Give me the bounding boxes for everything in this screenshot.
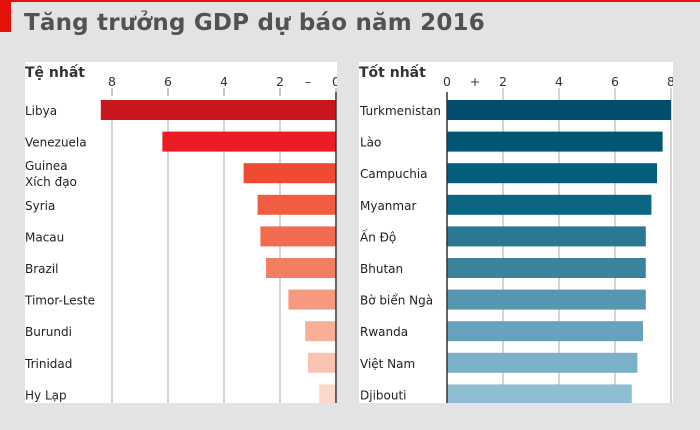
category-label: Bờ biển Ngà (360, 294, 433, 308)
bar-burundi (305, 321, 336, 342)
bar-lào (447, 131, 663, 152)
bar-campuchia (447, 163, 657, 184)
tick-label: 0 (332, 74, 337, 89)
bar-trinidad (308, 352, 336, 373)
bar-syria (257, 194, 336, 215)
category-label: Xích đạo (25, 175, 77, 189)
best-chart: Tốt nhất 0 2 4 6 8 + Turkmenistan Lào Campuchia My… (359, 64, 673, 403)
category-label: Trinidad (25, 357, 72, 371)
category-label: Campuchia (360, 167, 428, 181)
red-accent-tab (0, 0, 11, 32)
bar-bhutan (447, 258, 646, 278)
bar-venezuela (162, 131, 336, 152)
category-label: Timor-Leste (25, 294, 95, 308)
category-label: Syria (25, 199, 55, 213)
bar-hy lạp (319, 384, 336, 403)
category-label: Venezuela (25, 136, 87, 150)
category-label: Ấn Độ (360, 228, 396, 244)
category-label: Macau (25, 230, 64, 244)
category-label: Guinea (25, 159, 68, 173)
top-accent-bar (0, 0, 700, 2)
category-label: Lào (360, 136, 381, 150)
sign-marker: + (470, 74, 480, 89)
bar-macau (260, 226, 336, 247)
bar-ấn-độ (447, 226, 646, 247)
tick-label: 0 (443, 74, 451, 89)
bar-rwanda (447, 321, 643, 342)
bar-turkmenistan (447, 100, 671, 120)
best-panel: Tốt nhất 0 2 4 6 8 + Turkmenistan Lào Campuchia My… (359, 62, 673, 403)
tick-label: 8 (667, 74, 673, 89)
bar-myanmar (447, 194, 652, 215)
category-label: Việt Nam (360, 357, 415, 371)
tick-label: 4 (555, 74, 563, 89)
tick-label: 8 (108, 74, 116, 89)
bar-guinea (243, 163, 336, 184)
category-label: Djibouti (360, 388, 407, 402)
bar-timor-leste (288, 289, 336, 310)
sign-marker: – (305, 74, 311, 89)
worst-panel-heading: Tệ nhất (25, 64, 85, 81)
category-label: Brazil (25, 262, 59, 276)
tick-label: 6 (611, 74, 619, 89)
worst-chart: Tệ nhất 8 6 4 2 0 – Libya Venezuela Guinea Xích đạ… (25, 64, 337, 403)
category-label: Hy Lạp (25, 388, 67, 402)
chart-title: Tăng trưởng GDP dự báo năm 2016 (24, 10, 485, 36)
bar-việt-nam (447, 352, 638, 373)
tick-label: 2 (499, 74, 507, 89)
bar-brazil (266, 258, 336, 278)
tick-label: 6 (164, 74, 172, 89)
category-label: Turkmenistan (359, 104, 441, 118)
worst-panel: Tệ nhất 8 6 4 2 0 – Libya Venezuela Guinea Xích đạ… (25, 62, 337, 403)
bar-djibouti (447, 384, 632, 403)
bar-libya (100, 100, 336, 120)
category-label: Myanmar (360, 199, 416, 213)
tick-label: 2 (276, 74, 284, 89)
best-panel-heading: Tốt nhất (359, 64, 426, 81)
bar-bờ-biển-ngà (447, 289, 646, 310)
category-label: Bhutan (360, 262, 403, 276)
tick-label: 4 (220, 74, 228, 89)
category-label: Libya (25, 104, 57, 118)
category-label: Burundi (25, 325, 72, 339)
category-label: Rwanda (360, 325, 408, 339)
